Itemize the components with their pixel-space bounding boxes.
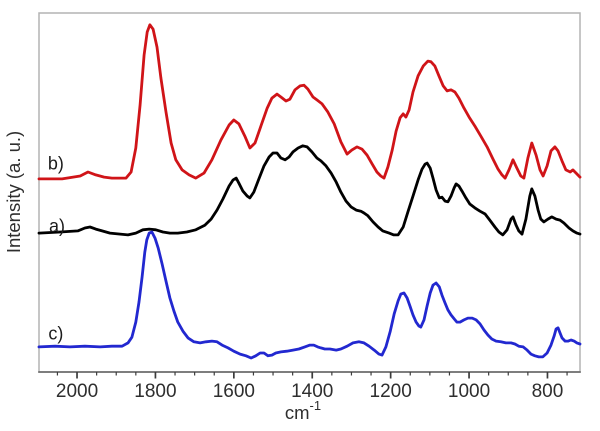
x-axis-label: cm-1 [285,398,321,423]
curve-label-c: c) [48,323,63,343]
plot-generated: 2000 1800 1600 1400 1200 1000 800 a) b) c) [37,12,582,402]
plot-border [38,12,581,373]
y-axis-label: Intensity (a. u.) [3,131,24,253]
x-tick-label: 1600 [213,381,255,402]
x-tick-label: 800 [532,381,564,402]
x-axis-unit: cm [285,402,310,423]
x-tick-label: 1000 [448,381,490,402]
x-tick-label: 1200 [370,381,412,402]
curve-b [37,23,582,181]
x-axis-unit-exponent: -1 [310,398,322,413]
curve-a [37,144,582,237]
x-tick-label: 1800 [134,381,176,402]
x-tick-label: 2000 [56,381,98,402]
curve-label-b: b) [48,154,64,174]
curve-label-a: a) [49,216,65,236]
curve-c [37,230,582,360]
x-tick-label: 1400 [291,381,333,402]
